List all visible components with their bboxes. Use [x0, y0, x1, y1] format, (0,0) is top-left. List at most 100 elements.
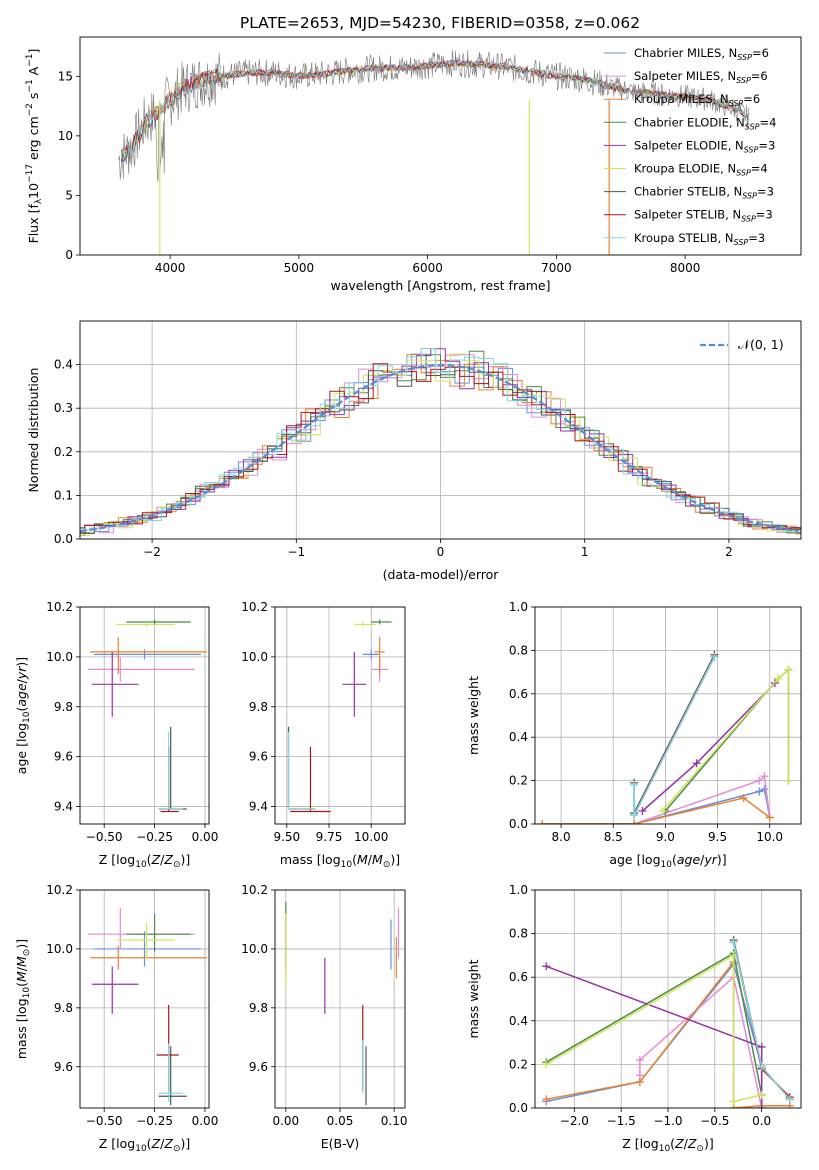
legend-series-name: Chabrier MILES — [634, 46, 721, 60]
label-part: 10 — [135, 860, 147, 870]
label-part: / — [160, 852, 165, 867]
x-tick-label: −1.0 — [653, 1114, 682, 1128]
x-tick-label: 1 — [581, 545, 589, 559]
legend-sep: , N — [729, 115, 745, 129]
weight-marker — [739, 793, 748, 802]
label-part: Z — [151, 1136, 161, 1151]
weight-marker — [784, 776, 793, 785]
errorbar-chabrier-miles — [94, 649, 201, 660]
label-part: yr — [14, 666, 29, 680]
label-part: )] — [14, 657, 29, 667]
legend-series-name: Salpeter ELODIE — [634, 138, 728, 152]
label-part: ( — [147, 1136, 152, 1151]
legend-nssp: =3 — [757, 185, 774, 199]
label-part: M — [357, 852, 368, 867]
x-tick-label: −1 — [287, 545, 305, 559]
weight-marker — [538, 820, 547, 824]
label-part: Z — [163, 852, 173, 867]
y-tick-label: 10 — [58, 129, 73, 143]
legend-sep: , N — [721, 46, 737, 60]
label-part: / — [684, 1136, 689, 1151]
label-part: Z [log — [99, 852, 135, 867]
x-tick-label: 8.0 — [552, 830, 571, 844]
y-tick-label: 0.2 — [509, 774, 528, 788]
label-part: M — [372, 852, 383, 867]
legend-nssp: =4 — [760, 115, 777, 129]
label-part: ⊙ — [383, 860, 391, 870]
label-part: Z — [674, 1136, 684, 1151]
x-tick-label: 10.0 — [756, 830, 783, 844]
weight-marker — [542, 962, 551, 971]
legend-entry-kroupa-elodie: Kroupa ELODIE, NSSP=4 — [634, 162, 768, 178]
label-part: )] — [180, 852, 190, 867]
label-part: )] — [717, 852, 727, 867]
y-tick-label: 0.6 — [509, 970, 528, 984]
errorbar-kroupa-miles — [90, 636, 207, 675]
x-tick-label: −0.25 — [136, 1114, 173, 1128]
errorbar-kroupa-elodie — [116, 621, 175, 627]
label-part: ( — [672, 852, 677, 867]
x-tick-label: 0.0 — [752, 1114, 771, 1128]
histogram-salpeter-stelib — [80, 363, 801, 530]
weight-line-chabrier-elodie — [545, 952, 763, 1096]
x-tick-label: −2 — [143, 545, 161, 559]
x-tick-label: −1.5 — [607, 1114, 636, 1128]
x-tick-label: 9.75 — [316, 830, 343, 844]
label-part: mass [log — [14, 998, 29, 1059]
axes-frame — [79, 606, 210, 825]
weight-line-kroupa-stelib — [633, 656, 716, 816]
legend-sub: SSP — [736, 76, 751, 85]
legend-sep: , N — [720, 162, 736, 176]
weight-line-kroupa-miles — [542, 797, 771, 824]
y-label-part: erg cm — [26, 116, 41, 164]
weight-marker — [774, 674, 783, 683]
label-part: ( — [14, 982, 29, 987]
figure-title: PLATE=2653, MJD=54230, FIBERID=0358, z=0… — [240, 14, 640, 32]
label-part: ⊙ — [22, 949, 32, 957]
errorbar-kroupa-elodie — [354, 621, 377, 627]
label-part: )] — [14, 939, 29, 949]
legend-nssp: =4 — [751, 162, 768, 176]
weight-marker — [630, 820, 639, 824]
residual-histogram-panel: −2 −1 0 1 2 0.0 0.1 0.2 0.3 0.4 𝒩(0, 1) (data-model… — [26, 320, 802, 582]
y-tick-label: 9.4 — [249, 800, 268, 814]
legend-series-name: Kroupa MILES — [634, 92, 713, 106]
plot-area — [88, 907, 207, 1106]
label-part: ⊙ — [173, 1144, 181, 1154]
legend-entry-chabrier-miles: Chabrier MILES, NSSP=6 — [634, 46, 769, 62]
errorbar-kroupa-miles — [374, 636, 385, 675]
errorbar-chabrier-elodie — [126, 619, 191, 625]
x-axis-label: wavelength [Angstrom, rest frame] — [330, 278, 550, 293]
legend-sub: SSP — [742, 192, 757, 201]
y-tick-label: 10.0 — [241, 650, 268, 664]
legend-nssp: =3 — [758, 138, 775, 152]
y-tick-label: 0.8 — [509, 927, 528, 941]
y-tick-label: 10.2 — [46, 883, 73, 897]
weight-marker — [658, 806, 667, 815]
weight-marker — [710, 652, 719, 661]
x-tick-label: 7000 — [541, 261, 572, 275]
label-part: ( — [14, 707, 29, 712]
errorbar-chabrier-stelib — [287, 726, 316, 810]
z-weight-panel: −2.0 −1.5 −1.0 −0.5 0.0 0.0 0.2 0.4 0.6 0.8 1.0 Z [… — [466, 883, 802, 1154]
label-part: M — [14, 971, 29, 982]
errorbar-kroupa-stelib — [287, 731, 316, 810]
y-tick-label: 0.0 — [509, 1101, 528, 1115]
model-spectrum-chabrier-stelib — [120, 59, 749, 162]
x-tick-label: −0.25 — [136, 830, 173, 844]
legend-entry-salpeter-elodie: Salpeter ELODIE, NSSP=3 — [634, 138, 775, 154]
x-tick-label: 0 — [437, 545, 445, 559]
label-part: yr — [703, 852, 717, 867]
legend-sub: SSP — [744, 145, 759, 154]
label-part: age [log — [14, 723, 29, 774]
x-axis-label: (data-model)/error — [383, 567, 500, 582]
y-axis-label: mass weight — [466, 959, 481, 1038]
errorbar-salpeter-elodie — [92, 651, 139, 717]
y-tick-label: 10.2 — [241, 883, 268, 897]
y-tick-label: 9.6 — [249, 750, 268, 764]
weight-marker — [765, 813, 774, 822]
legend-entry-salpeter-miles: Salpeter MILES, NSSP=6 — [634, 69, 768, 85]
weight-line-chabrier-stelib — [633, 654, 716, 814]
weight-marker — [755, 787, 764, 796]
errorbar-chabrier-miles — [362, 649, 380, 660]
